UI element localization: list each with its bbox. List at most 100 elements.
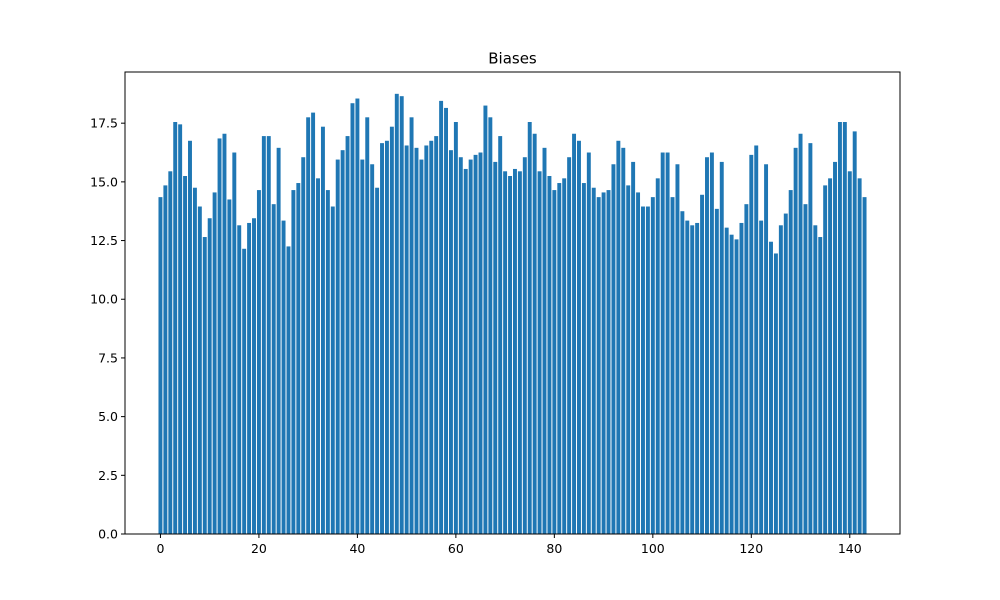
bar (744, 204, 749, 535)
bar (197, 206, 202, 534)
bar (183, 176, 188, 534)
bar (596, 197, 601, 535)
bar (557, 183, 562, 535)
bar (823, 185, 828, 534)
bar (232, 152, 237, 534)
bar (404, 145, 409, 535)
bar (591, 187, 596, 535)
bar (586, 152, 591, 534)
bar (291, 190, 296, 534)
bar (631, 161, 636, 534)
bar (261, 136, 266, 534)
x-tick-label: 120 (739, 541, 763, 556)
bar (759, 220, 764, 534)
bar (360, 159, 365, 534)
bar (611, 164, 616, 534)
bar (419, 159, 424, 534)
bar (237, 225, 242, 535)
bar (581, 183, 586, 535)
bar (325, 190, 330, 534)
bar (286, 246, 291, 535)
bar (463, 168, 468, 534)
bar (301, 157, 306, 534)
bar (572, 133, 577, 535)
bar (547, 176, 552, 534)
bar (350, 103, 355, 534)
y-tick-label: 5.0 (98, 409, 118, 424)
x-tick-label: 60 (448, 541, 464, 556)
bar (719, 161, 724, 534)
bar (517, 171, 522, 535)
bar (690, 225, 695, 535)
bar (389, 126, 394, 534)
bar (700, 194, 705, 534)
bar (705, 157, 709, 534)
bar (271, 204, 276, 535)
bar (448, 150, 453, 535)
bar (542, 147, 547, 534)
bar (478, 152, 483, 534)
bar (320, 126, 325, 534)
bar (281, 220, 286, 534)
bar (458, 157, 463, 534)
bar (439, 100, 444, 535)
bar (685, 220, 690, 534)
bar (394, 93, 399, 534)
bar (399, 96, 404, 535)
bar (306, 117, 311, 534)
bar (222, 133, 227, 535)
bar (173, 122, 178, 534)
bar (335, 159, 340, 534)
bar (266, 136, 271, 534)
bar (498, 136, 503, 534)
bar (729, 234, 734, 534)
bar (680, 211, 685, 534)
bar (365, 117, 370, 534)
bar (709, 152, 714, 534)
bar (256, 190, 261, 534)
bar (749, 154, 754, 534)
chart-title: Biases (488, 50, 537, 68)
bar (532, 133, 537, 535)
bar (621, 147, 626, 534)
bar (670, 197, 675, 535)
bar (754, 145, 759, 535)
bar (345, 136, 350, 534)
bar (276, 147, 281, 534)
bar (217, 138, 222, 534)
plot-frame (124, 71, 901, 535)
bar (577, 140, 581, 534)
bar (163, 185, 168, 534)
bar (636, 192, 641, 534)
bar (355, 98, 360, 534)
bar (429, 140, 434, 534)
bar (508, 176, 513, 534)
bar (645, 206, 650, 534)
bar (773, 253, 778, 534)
bar (665, 152, 670, 534)
bar (409, 117, 414, 534)
bar (660, 152, 665, 534)
bar (512, 168, 517, 534)
bar (330, 206, 335, 534)
x-tick-label: 20 (251, 541, 267, 556)
bar (527, 122, 532, 534)
x-axis: 0 20 40 60 80 100 120 140 (156, 534, 862, 556)
bar (837, 122, 842, 534)
bar (296, 183, 301, 535)
bar (828, 178, 833, 534)
bar (808, 143, 813, 534)
bar (798, 133, 803, 535)
bar (537, 171, 542, 535)
bar (168, 171, 173, 535)
bar (650, 197, 655, 535)
x-tick-label: 140 (838, 541, 862, 556)
bar (833, 161, 837, 534)
bar (695, 222, 700, 534)
bar (424, 145, 429, 535)
bar (202, 237, 207, 534)
x-tick-label: 0 (156, 541, 164, 556)
bar (468, 159, 473, 534)
bar (675, 164, 680, 534)
